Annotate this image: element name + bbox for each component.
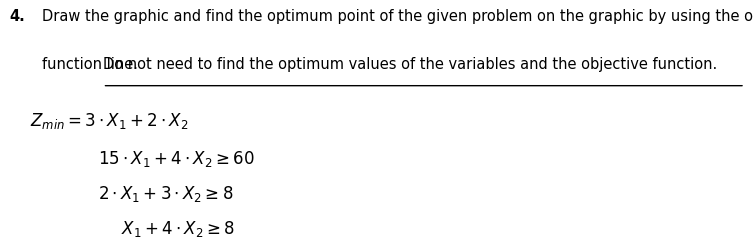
Text: $2 \cdot X_1 + 3 \cdot X_2 \geq 8$: $2 \cdot X_1 + 3 \cdot X_2 \geq 8$ [98,184,234,204]
Text: function line.: function line. [42,57,143,72]
Text: $X_1 + 4 \cdot X_2 \geq 8$: $X_1 + 4 \cdot X_2 \geq 8$ [121,219,234,239]
Text: Draw the graphic and find the optimum point of the given problem on the graphic : Draw the graphic and find the optimum po… [42,9,754,24]
Text: Do not need to find the optimum values of the variables and the objective functi: Do not need to find the optimum values o… [103,57,717,72]
Text: $15 \cdot X_1 + 4 \cdot X_2 \geq 60$: $15 \cdot X_1 + 4 \cdot X_2 \geq 60$ [98,149,255,169]
Text: 4.: 4. [9,9,25,24]
Text: $Z_{min} = 3 \cdot X_1 + 2 \cdot X_2$: $Z_{min} = 3 \cdot X_1 + 2 \cdot X_2$ [30,111,188,131]
